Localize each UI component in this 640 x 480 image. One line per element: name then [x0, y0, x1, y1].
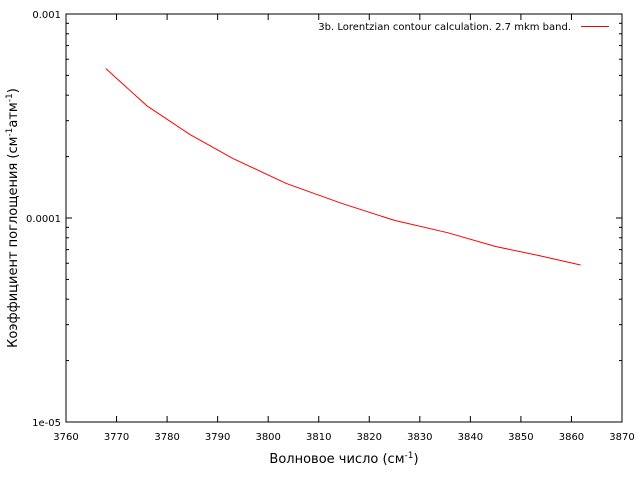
series-line-0: [105, 68, 581, 266]
x-tick-label: 3850: [508, 432, 533, 443]
x-tick-label: 3820: [357, 432, 382, 443]
legend-label: 3b. Lorentzian contour calculation. 2.7 …: [318, 22, 571, 33]
plot-frame: [65, 13, 623, 423]
x-tick-label: 3770: [104, 432, 129, 443]
x-axis-title: Волновое число (см-1): [269, 451, 418, 467]
legend: 3b. Lorentzian contour calculation. 2.7 …: [318, 22, 609, 33]
y-tick-label: 0.001: [32, 10, 61, 21]
x-tick-label: 3870: [609, 432, 634, 443]
y-tick-label: 1e-05: [32, 418, 61, 429]
x-tick-label: 3780: [154, 432, 179, 443]
x-tick-label: 3810: [306, 432, 331, 443]
y-axis-ticks: 1e-05 0.0001 0.001: [26, 10, 622, 429]
x-tick-label: 3860: [559, 432, 584, 443]
x-axis-ticks: 3760 3770 3780 3790 3800 3810 3820 3830 3840 3850…: [53, 14, 635, 443]
x-tick-label: 3800: [255, 432, 280, 443]
x-tick-label: 3790: [205, 432, 230, 443]
x-tick-label: 3760: [53, 432, 78, 443]
y-tick-label: 0.0001: [26, 214, 61, 225]
x-tick-label: 3830: [407, 432, 432, 443]
y-axis-title: Коэффициент поглощения (см-1атм-1): [5, 88, 21, 348]
x-tick-label: 3840: [458, 432, 483, 443]
series-layer: [105, 68, 581, 266]
